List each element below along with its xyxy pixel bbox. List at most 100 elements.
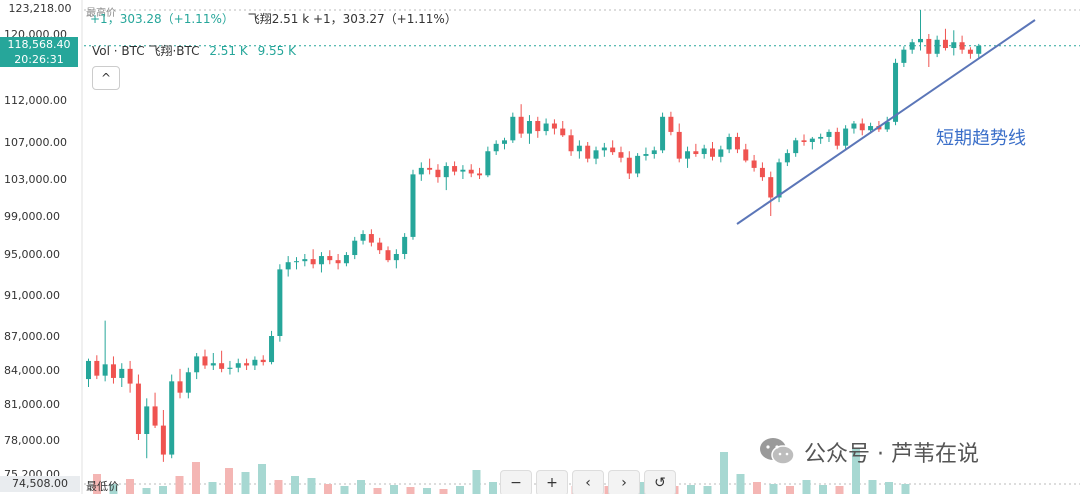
candle-body bbox=[685, 151, 691, 159]
pair-change-text: 飞翔2.51 k +1，303.27（+1.11%） bbox=[247, 12, 457, 26]
candle-body bbox=[294, 261, 299, 263]
candle-body bbox=[318, 256, 324, 265]
candle-body bbox=[160, 425, 166, 455]
candle-body bbox=[493, 143, 499, 152]
volume-bar bbox=[835, 486, 844, 494]
candle-body bbox=[651, 150, 657, 155]
volume-bar bbox=[225, 468, 233, 494]
candle-body bbox=[643, 154, 649, 156]
volume-bar bbox=[390, 485, 398, 494]
volume-bar bbox=[142, 488, 151, 494]
candle-body bbox=[210, 363, 216, 366]
volume-bar bbox=[472, 470, 481, 494]
volume-bar bbox=[769, 484, 778, 494]
volume-bar bbox=[720, 452, 728, 494]
candle-body bbox=[893, 62, 899, 122]
change-text: +1，303.28（+1.11%） bbox=[90, 12, 234, 26]
trendline bbox=[736, 19, 1036, 225]
candle-body bbox=[377, 242, 383, 251]
candle-body bbox=[818, 136, 824, 139]
min-price-caption: 最低价 bbox=[86, 480, 119, 493]
min-price-tag: 74,508.00 bbox=[0, 476, 80, 492]
candle-body bbox=[86, 360, 91, 380]
candle-body bbox=[693, 151, 699, 155]
candle-body bbox=[784, 153, 790, 163]
candle-body bbox=[884, 121, 890, 130]
candle-body bbox=[477, 173, 483, 176]
candle-body bbox=[119, 368, 125, 378]
volume-value-1: 2.51 K bbox=[209, 44, 248, 58]
scroll-left-button[interactable]: ‹ bbox=[572, 470, 604, 494]
candle-body bbox=[535, 121, 541, 132]
volume-bar bbox=[192, 462, 200, 494]
candle-body bbox=[551, 123, 557, 129]
candle-body bbox=[393, 254, 399, 261]
candle-body bbox=[135, 383, 141, 434]
candle-body bbox=[660, 116, 666, 151]
volume-bar bbox=[357, 480, 365, 494]
volume-bar bbox=[637, 482, 646, 494]
candle-body bbox=[427, 167, 433, 170]
candle-body bbox=[926, 38, 932, 54]
candle-body bbox=[718, 149, 724, 157]
scroll-right-button[interactable]: › bbox=[608, 470, 640, 494]
volume-bar bbox=[307, 478, 316, 494]
candle-body bbox=[302, 259, 308, 262]
candle-body bbox=[526, 121, 532, 134]
y-tick-label: 103,000.00 bbox=[4, 173, 67, 186]
zoom-out-button[interactable]: − bbox=[500, 470, 532, 494]
countdown-time: 20:26:31 bbox=[14, 53, 64, 66]
candle-body bbox=[734, 136, 740, 150]
collapse-legend-button[interactable]: ^ bbox=[92, 66, 120, 90]
reset-chart-button[interactable]: ↺ bbox=[644, 470, 676, 494]
candle-body bbox=[277, 269, 283, 336]
candle-body bbox=[435, 169, 441, 178]
candle-body bbox=[235, 363, 241, 368]
candle-body bbox=[410, 174, 416, 237]
candle-body bbox=[593, 150, 599, 159]
candle-body bbox=[418, 167, 424, 175]
candle-body bbox=[951, 42, 957, 49]
candle-body bbox=[560, 128, 566, 136]
volume-bar bbox=[456, 486, 464, 494]
candle-body bbox=[743, 149, 749, 161]
candle-body bbox=[244, 363, 250, 366]
volume-bar bbox=[819, 485, 827, 494]
chevron-up-icon: ^ bbox=[100, 71, 112, 85]
candle-body bbox=[901, 49, 907, 63]
candle-body bbox=[626, 157, 632, 174]
zoom-in-button[interactable]: + bbox=[536, 470, 568, 494]
candle-body bbox=[385, 250, 391, 261]
volume-bar bbox=[109, 484, 118, 494]
volume-bar bbox=[340, 486, 349, 494]
volume-bar bbox=[703, 486, 712, 494]
candle-body bbox=[335, 260, 341, 264]
candle-body bbox=[343, 255, 349, 264]
candle-body bbox=[252, 359, 258, 366]
y-tick-label: 95,000.00 bbox=[4, 248, 60, 261]
watermark: 公众号 · 芦苇在说 bbox=[758, 436, 979, 468]
candle-body bbox=[443, 166, 449, 178]
candle-body bbox=[859, 123, 865, 131]
chart-toolbar: − + ‹ › ↺ bbox=[500, 470, 676, 494]
y-tick-label: 99,000.00 bbox=[4, 210, 60, 223]
candle-body bbox=[352, 240, 358, 256]
candle-body bbox=[618, 152, 624, 158]
volume-bar bbox=[687, 485, 695, 494]
y-tick-label: 91,000.00 bbox=[4, 289, 60, 302]
volume-bar bbox=[241, 472, 250, 494]
volume-readout: Vol · BTC 飞翔·BTC 2.51 K 9.55 K bbox=[92, 42, 296, 59]
candle-body bbox=[94, 360, 100, 376]
candle-body bbox=[177, 381, 183, 393]
y-tick-label: 107,000.00 bbox=[4, 136, 67, 149]
candle-body bbox=[768, 177, 774, 198]
candle-body bbox=[934, 39, 940, 54]
volume-bar bbox=[901, 484, 910, 494]
candle-body bbox=[909, 42, 915, 50]
candle-body bbox=[368, 234, 374, 243]
volume-bar bbox=[324, 484, 332, 494]
volume-bar bbox=[868, 480, 877, 494]
volume-bar bbox=[753, 482, 761, 494]
volume-bar bbox=[852, 448, 860, 494]
volume-bar bbox=[885, 482, 893, 494]
